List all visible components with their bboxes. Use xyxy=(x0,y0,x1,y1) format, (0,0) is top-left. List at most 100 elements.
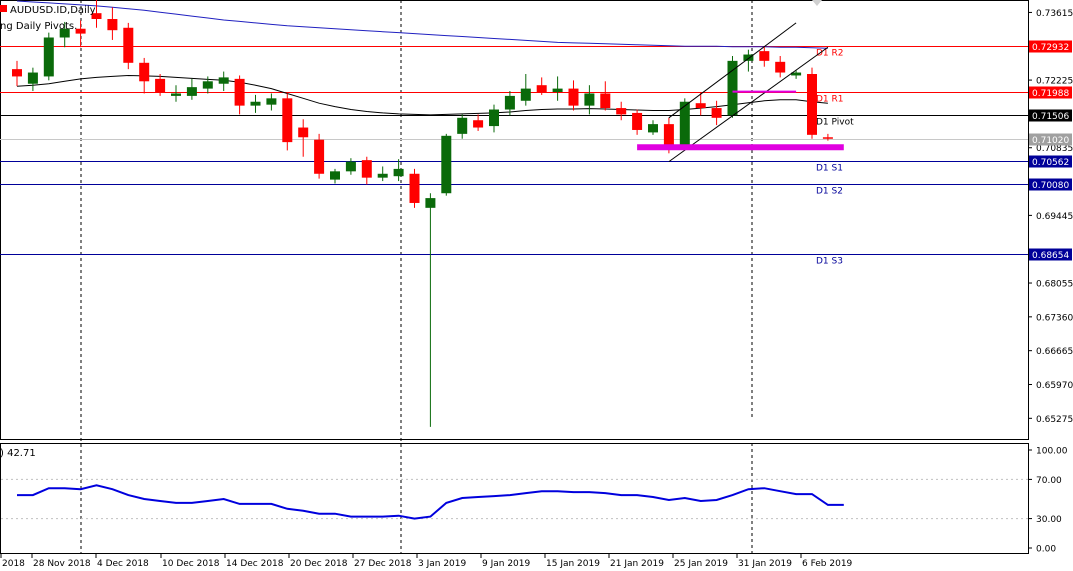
date-separators xyxy=(80,0,753,554)
candle-body xyxy=(807,74,817,135)
date-label: 2018 xyxy=(2,559,25,569)
candle-body xyxy=(648,124,658,133)
price-axis: 0.73615 0.72225 0.70835 0.69445 0.68055 0.673… xyxy=(1028,9,1073,425)
candle-body xyxy=(298,127,309,138)
candle-body xyxy=(218,77,229,84)
candle-body xyxy=(266,98,277,105)
oscillator-tick-label: 30.00 xyxy=(1036,515,1062,525)
candle-body xyxy=(139,62,150,82)
pivot-name-label: D1 S3 xyxy=(816,257,843,267)
date-label: 4 Dec 2018 xyxy=(97,559,149,569)
candle-body xyxy=(27,72,38,84)
candle-body xyxy=(393,168,404,177)
oscillator-axis: 100.00 70.00 30.00 0.00 xyxy=(1028,447,1068,555)
date-label: 31 Jan 2019 xyxy=(738,559,792,569)
candle-body xyxy=(377,173,388,178)
price-tag xyxy=(1029,86,1072,99)
candle-body xyxy=(679,101,690,147)
candle-body xyxy=(457,117,468,134)
oscillator-panel-frame xyxy=(0,443,1029,554)
symbol-marker-icon xyxy=(0,5,7,12)
price-tag xyxy=(1029,178,1072,191)
price-tag-value: 0.70080 xyxy=(1032,181,1069,191)
indicator-title: ng Daily Pivots. xyxy=(0,21,77,32)
candle-body xyxy=(361,160,372,178)
price-tag xyxy=(1029,40,1072,53)
price-tag xyxy=(1029,109,1072,122)
pivot-name-label: D1 S2 xyxy=(816,187,843,197)
moving-averages xyxy=(16,0,828,116)
price-tag-value: 0.72932 xyxy=(1032,43,1069,53)
price-tick-label: 0.69445 xyxy=(1036,212,1073,222)
price-level-labels: 0.72932 0.71988 0.71506 0.70562 0.70080 0.686… xyxy=(1029,40,1072,261)
candle-body xyxy=(616,108,627,115)
candle-body xyxy=(568,88,579,106)
pivot-name-label: D1 S1 xyxy=(816,164,843,174)
date-label: 10 Dec 2018 xyxy=(162,559,220,569)
channel-line xyxy=(668,46,829,163)
candle-body xyxy=(59,28,70,38)
pivot-name-label: D1 R2 xyxy=(816,49,844,59)
candle-body xyxy=(409,173,420,203)
candle-body xyxy=(314,139,325,174)
date-label: 27 Dec 2018 xyxy=(354,559,412,569)
candle-body xyxy=(520,88,531,101)
date-label: 20 Dec 2018 xyxy=(290,559,348,569)
candle-body xyxy=(171,93,181,96)
candle-body xyxy=(234,78,245,106)
main-panel-frame xyxy=(0,0,1029,440)
drawing-objects xyxy=(637,22,844,163)
candle-body xyxy=(345,161,356,172)
scroll-marker-icon[interactable] xyxy=(812,0,822,6)
oscillator-tick-label: 0.00 xyxy=(1036,545,1056,555)
candle-body xyxy=(536,85,547,93)
price-tick-label: 0.65275 xyxy=(1036,415,1073,425)
date-label: 25 Jan 2019 xyxy=(674,559,728,569)
price-tick-label: 0.70835 xyxy=(1036,144,1073,154)
candle-body xyxy=(663,124,674,147)
oscillator-tick-label: 100.00 xyxy=(1036,447,1068,457)
ma-short-line xyxy=(16,74,828,116)
oscillator-tick-label: 70.00 xyxy=(1036,476,1062,486)
price-tag xyxy=(1029,248,1072,261)
candle-body xyxy=(600,93,611,109)
oscillator-series xyxy=(1,478,1028,520)
candle-body xyxy=(473,120,484,128)
candle-body xyxy=(250,101,261,106)
candle-body xyxy=(775,61,786,73)
date-label: 15 Jan 2019 xyxy=(546,559,600,569)
candle-body xyxy=(441,135,452,194)
candle-body xyxy=(791,72,802,76)
price-tick-label: 0.72225 xyxy=(1036,77,1073,87)
candle-body xyxy=(743,54,754,61)
candle-body xyxy=(504,95,515,110)
candle-body xyxy=(695,103,706,109)
current-price-tag xyxy=(1029,133,1072,146)
date-label: 14 Dec 2018 xyxy=(226,559,284,569)
ma-long-line xyxy=(16,0,828,49)
date-label: 9 Jan 2019 xyxy=(482,559,530,569)
candle-body xyxy=(727,60,738,116)
candle-body xyxy=(330,171,340,180)
candle-body xyxy=(186,87,197,96)
price-tick-label: 0.67360 xyxy=(1036,313,1073,323)
candle-body xyxy=(75,28,86,34)
candle-body xyxy=(123,27,134,63)
pivot-levels: D1 R2 D1 R1 D1 Pivot D1 S1 D1 S2 D1 S3 xyxy=(0,46,1028,267)
oscillator-title: ) 42.71 xyxy=(0,448,36,459)
candle-body xyxy=(584,93,595,106)
candle-body xyxy=(552,88,563,93)
candle-body xyxy=(12,69,22,77)
pivot-name-label: D1 R1 xyxy=(816,95,844,105)
date-label: 3 Jan 2019 xyxy=(418,559,466,569)
candle-body xyxy=(91,13,102,20)
candle-body xyxy=(425,198,436,208)
candlestick-series xyxy=(12,0,833,427)
price-tick-label: 0.73615 xyxy=(1036,9,1073,19)
price-tag-value: 0.71988 xyxy=(1032,89,1069,99)
oscillator-line xyxy=(17,484,844,520)
current-price-value: 0.71020 xyxy=(1032,136,1069,146)
candle-body xyxy=(282,98,293,143)
date-axis: 2018 28 Nov 2018 4 Dec 2018 10 Dec 2018 14 D… xyxy=(0,554,853,569)
